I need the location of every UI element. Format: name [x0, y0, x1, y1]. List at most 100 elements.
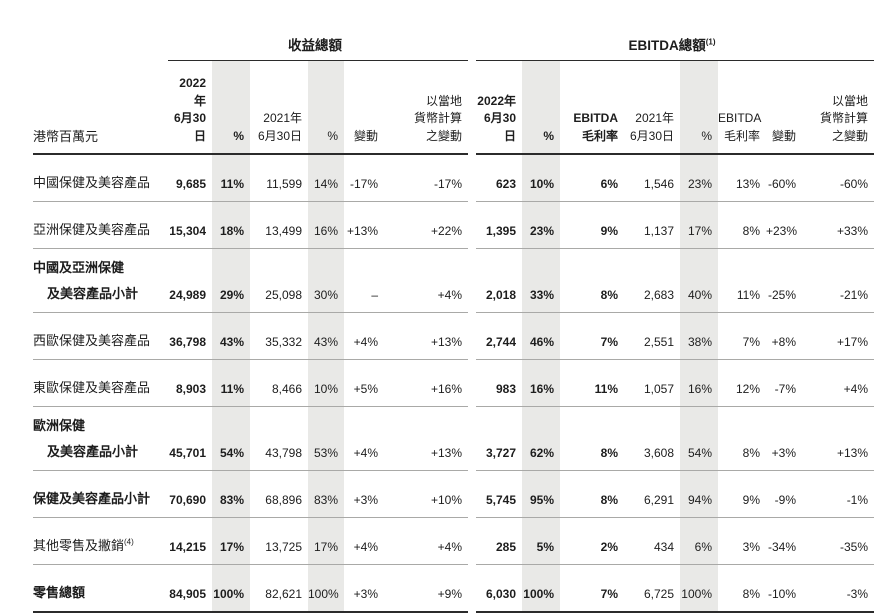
row-label-line: 中國及亞洲保健	[33, 260, 162, 276]
revenue-2021-pct: 43%	[308, 312, 344, 360]
row-label: 歐洲保健 及美容產品小計	[33, 406, 168, 471]
ebitda-2021-pct: 54%	[680, 406, 718, 471]
row-label: 西歐保健及美容產品	[33, 312, 168, 360]
row-label-text: 其他零售及撇銷	[33, 538, 125, 554]
row-label: 零售總額	[33, 564, 168, 613]
ebitda-local-currency-change: +4%	[802, 359, 875, 407]
footnote-marker: (4)	[124, 537, 134, 547]
ebitda-change: -60%	[766, 154, 802, 202]
revenue-2022-value: 45,701	[168, 406, 212, 471]
ebitda-2022-margin: 8%	[560, 470, 624, 518]
ebitda-local-currency-change: +13%	[802, 406, 875, 471]
revenue-2022-pct: 43%	[212, 312, 250, 360]
row-label-line: 西歐保健及美容產品	[33, 333, 162, 349]
ebitda-2021-value: 434	[624, 517, 680, 565]
ebitda-2022-pct: 100%	[522, 564, 560, 613]
revenue-2021-value: 8,466	[250, 359, 308, 407]
revenue-2021-pct: 16%	[308, 201, 344, 249]
ebitda-2022-pct: 62%	[522, 406, 560, 471]
ebitda-2021-value: 1,546	[624, 154, 680, 202]
col-revenue-2022: 2022年 6月30日	[168, 60, 212, 155]
revenue-local-currency-change: +13%	[384, 406, 468, 471]
revenue-2021-pct: 30%	[308, 248, 344, 313]
ebitda-2021-value: 3,608	[624, 406, 680, 471]
row-label-line: 保健及美容產品小計	[33, 491, 162, 507]
column-header-row: 港幣百萬元 2022年 6月30日 % 2021年 6月30日 % 變動 以當地…	[33, 60, 875, 155]
ebitda-2021-margin: 9%	[718, 470, 766, 518]
ebitda-2022-pct: 10%	[522, 154, 560, 202]
table-row: 東歐保健及美容產品 8,903 11% 8,466 10% +5% +16% 983 16% 11…	[33, 359, 875, 407]
table-gap	[468, 470, 476, 518]
table-row: 西歐保健及美容產品 36,798 43% 35,332 43% +4% +13% 2,744 4…	[33, 312, 875, 360]
ebitda-change: -10%	[766, 564, 802, 613]
revenue-change: –	[344, 248, 384, 313]
ebitda-2021-value: 6,725	[624, 564, 680, 613]
revenue-2021-pct: 83%	[308, 470, 344, 518]
col-ebitda-2022: 2022年 6月30日	[476, 60, 522, 155]
ebitda-2021-value: 6,291	[624, 470, 680, 518]
ebitda-local-currency-change: -21%	[802, 248, 875, 313]
ebitda-2022-pct: 33%	[522, 248, 560, 313]
revenue-2022-pct: 54%	[212, 406, 250, 471]
ebitda-2022-value: 623	[476, 154, 522, 202]
ebitda-local-currency-change: -60%	[802, 154, 875, 202]
ebitda-2022-value: 3,727	[476, 406, 522, 471]
revenue-2021-value: 35,332	[250, 312, 308, 360]
table-row: 歐洲保健 及美容產品小計 45,701 54% 43,798 53% +4% +13% 3,72…	[33, 406, 875, 471]
table-row: 保健及美容產品小計 70,690 83% 68,896 83% +3% +10% 5,745 9…	[33, 470, 875, 518]
row-label-line: 及美容產品小計	[33, 286, 162, 302]
ebitda-2022-margin: 7%	[560, 312, 624, 360]
ebitda-change: -25%	[766, 248, 802, 313]
ebitda-2021-margin: 8%	[718, 564, 766, 613]
table-gap	[468, 312, 476, 360]
ebitda-2022-value: 285	[476, 517, 522, 565]
revenue-2022-pct: 100%	[212, 564, 250, 613]
row-label-text: 零售總額	[33, 585, 86, 601]
ebitda-2021-value: 2,551	[624, 312, 680, 360]
table-gap	[468, 154, 476, 202]
table-gap	[468, 359, 476, 407]
revenue-local-currency-change: +13%	[384, 312, 468, 360]
row-label-text: 中國及亞洲保健	[33, 260, 125, 276]
ebitda-2021-pct: 17%	[680, 201, 718, 249]
ebitda-2021-margin: 3%	[718, 517, 766, 565]
revenue-section-title: 收益總額	[168, 22, 468, 61]
revenue-local-currency-change: +9%	[384, 564, 468, 613]
table-row: 中國及亞洲保健 及美容產品小計 24,989 29% 25,098 30% – +4% 2,01…	[33, 248, 875, 313]
revenue-change: +4%	[344, 406, 384, 471]
ebitda-change: -9%	[766, 470, 802, 518]
row-label-text: 及美容產品小計	[47, 286, 139, 302]
revenue-2021-value: 13,499	[250, 201, 308, 249]
ebitda-local-currency-change: +33%	[802, 201, 875, 249]
ebitda-2021-margin: 11%	[718, 248, 766, 313]
row-label-text: 東歐保健及美容產品	[33, 380, 151, 396]
ebitda-2021-pct: 16%	[680, 359, 718, 407]
revenue-2021-value: 43,798	[250, 406, 308, 471]
revenue-local-currency-change: +4%	[384, 248, 468, 313]
ebitda-2021-pct: 6%	[680, 517, 718, 565]
row-label-line: 其他零售及撇銷(4)	[33, 537, 162, 554]
revenue-local-currency-change: +10%	[384, 470, 468, 518]
revenue-2022-pct: 17%	[212, 517, 250, 565]
ebitda-2021-pct: 38%	[680, 312, 718, 360]
ebitda-2022-pct: 16%	[522, 359, 560, 407]
revenue-2022-pct: 11%	[212, 154, 250, 202]
ebitda-2022-value: 983	[476, 359, 522, 407]
revenue-2021-value: 68,896	[250, 470, 308, 518]
revenue-change: +5%	[344, 359, 384, 407]
revenue-2021-pct: 100%	[308, 564, 344, 613]
col-ebitda-2021-margin: EBITDA 毛利率	[718, 60, 766, 155]
ebitda-section-title-text: EBITDA總額	[628, 38, 706, 53]
revenue-change: -17%	[344, 154, 384, 202]
table-row: 亞洲保健及美容產品 15,304 18% 13,499 16% +13% +22% 1,395…	[33, 201, 875, 249]
table-row: 中國保健及美容產品 9,685 11% 11,599 14% -17% -17% 623 10%…	[33, 154, 875, 202]
revenue-2022-value: 24,989	[168, 248, 212, 313]
revenue-2022-value: 15,304	[168, 201, 212, 249]
revenue-2022-pct: 11%	[212, 359, 250, 407]
ebitda-2021-pct: 23%	[680, 154, 718, 202]
ebitda-2022-value: 5,745	[476, 470, 522, 518]
ebitda-2022-margin: 8%	[560, 406, 624, 471]
unit-label: 港幣百萬元	[33, 60, 168, 155]
revenue-local-currency-change: +16%	[384, 359, 468, 407]
table-row: 零售總額 84,905 100% 82,621 100% +3% +9% 6,030 100% 7…	[33, 564, 875, 613]
